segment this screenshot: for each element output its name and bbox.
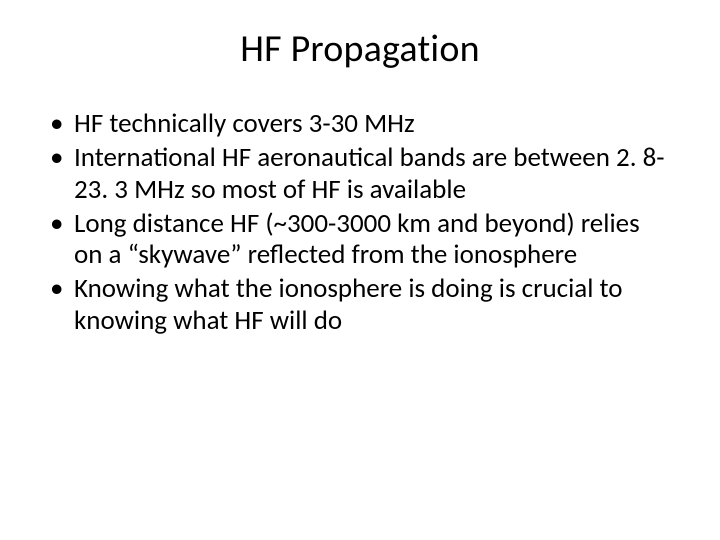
slide-title: HF Propagation [46, 26, 674, 72]
bullet-list: HF technically covers 3-30 MHz Internati… [46, 108, 674, 337]
list-item: International HF aeronautical bands are … [46, 142, 674, 206]
list-item: Long distance HF (~300-3000 km and beyon… [46, 208, 674, 272]
list-item: HF technically covers 3-30 MHz [46, 108, 674, 140]
list-item: Knowing what the ionosphere is doing is … [46, 273, 674, 337]
